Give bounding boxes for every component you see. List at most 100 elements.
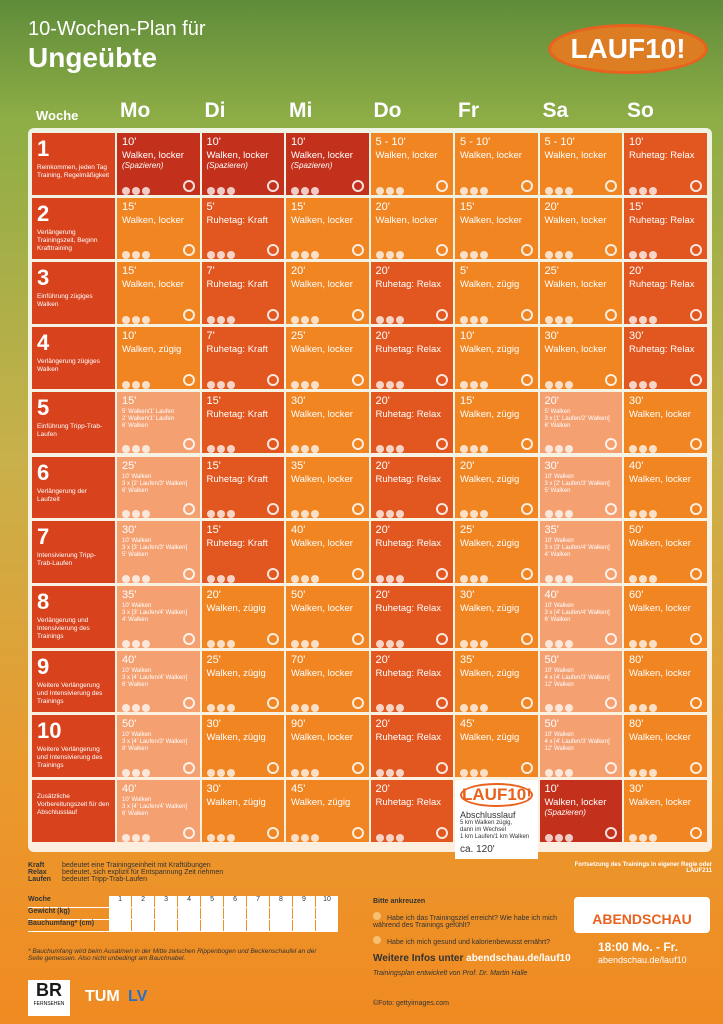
rating-icons [206, 373, 279, 389]
meal-icon [182, 761, 195, 774]
legend-def: bedeutet Tripp-Trab-Laufen [62, 876, 147, 883]
rating-icons [291, 632, 364, 648]
smiley [460, 510, 468, 519]
day-header: Di [204, 99, 226, 122]
tracking-cell[interactable] [132, 908, 155, 919]
day-header: Mo [120, 99, 151, 122]
meal-icon [436, 567, 448, 580]
rating-icons [375, 373, 448, 389]
tracking-cell[interactable] [293, 908, 315, 919]
tracking-cell[interactable] [270, 908, 292, 919]
tracking-cell[interactable] [178, 908, 201, 919]
smiley [460, 768, 468, 777]
smiley [311, 510, 319, 519]
final-title: Abschlusslauf [460, 810, 516, 820]
day-cell: 20' Ruhetag: Relax [370, 780, 453, 842]
smiley [395, 704, 404, 713]
meal-icon [605, 826, 617, 839]
smiley [480, 768, 488, 777]
smiley [564, 316, 573, 325]
tracking-cell[interactable] [247, 908, 270, 919]
tracking-cell[interactable] [155, 920, 178, 931]
smiley [470, 316, 478, 325]
tracking-cell[interactable] [201, 908, 224, 919]
day-cell: 50' 10' Walken 3 x [4' Laufen/3' Walken] 8'… [117, 715, 200, 777]
tracking-cell[interactable] [224, 908, 247, 919]
smiley [311, 316, 319, 325]
day-cell: 30' Walken, locker [624, 391, 707, 454]
duration: 25' [206, 653, 221, 666]
meal-icon [351, 567, 364, 580]
tracking-cell[interactable] [315, 920, 338, 931]
smiley [206, 833, 215, 842]
meal-icon [436, 309, 448, 322]
smiley [629, 833, 637, 842]
week-desc: Weitere Verlängerung und Intensivierung … [37, 746, 103, 770]
smiley [291, 316, 299, 325]
rating-icons [544, 761, 617, 777]
meal-icon [520, 244, 533, 257]
smiley [206, 251, 215, 260]
smiley [564, 639, 573, 648]
rating-icons [122, 632, 195, 648]
smiley [470, 510, 478, 519]
smiley [132, 445, 140, 454]
tracking-cell[interactable] [109, 920, 132, 931]
tracking-cell[interactable] [293, 920, 315, 931]
tracking-cell[interactable] [132, 920, 155, 931]
smiley [385, 251, 394, 260]
smiley [142, 768, 150, 777]
meal-icon [605, 179, 617, 192]
smiley [395, 510, 404, 519]
tracking-cell[interactable] [109, 908, 132, 919]
rating-icons [206, 438, 279, 454]
br-sub: FERNSEHEN [33, 1001, 65, 1007]
tracking-cell[interactable] [155, 908, 178, 919]
tracking-cell[interactable] [224, 920, 247, 931]
checklist-title: Bitte ankreuzen [373, 898, 426, 905]
rating-icons [544, 697, 617, 713]
day-cell: 15' Walken, locker [455, 197, 538, 260]
tracking-cell[interactable] [201, 920, 224, 931]
smiley [375, 574, 384, 583]
duration: 25' [122, 459, 137, 472]
interval-line: 10' Walken [122, 667, 152, 674]
duration: 20' [375, 459, 390, 472]
smiley [216, 251, 225, 260]
smiley [375, 445, 384, 454]
smiley [311, 833, 319, 842]
duration: 5 - 10' [460, 136, 491, 148]
interval-line: 3 x [3' Laufen/3' Walken] [122, 545, 188, 552]
activity: Ruhetag: Kraft [206, 344, 268, 356]
activity: Walken, locker [291, 538, 353, 550]
rating-icons [629, 179, 702, 195]
meal-icon [351, 697, 364, 710]
rating-icons [544, 438, 617, 454]
smiley [301, 639, 309, 648]
activity: Ruhetag: Relax [629, 279, 695, 291]
smiley [544, 380, 553, 389]
day-cell: 20' Ruhetag: Relax [370, 456, 453, 519]
week-header: Woche [36, 108, 79, 123]
duration: 30' [629, 394, 644, 407]
tracking-cell[interactable] [178, 920, 201, 931]
smiley [544, 833, 553, 842]
meal-icon [436, 373, 448, 386]
tracking-cell[interactable] [247, 920, 270, 931]
rating-icons [544, 373, 617, 389]
smiley [544, 251, 553, 260]
checklist-text: Habe ich das Trainingsziel erreicht? Wie… [373, 915, 558, 929]
tracking-cell[interactable] [315, 908, 338, 919]
meal-icon [605, 697, 617, 710]
meal-icon [520, 632, 533, 645]
tracking-cell[interactable] [270, 920, 292, 931]
smiley [544, 510, 553, 519]
activity: Walken, zügig [122, 344, 182, 356]
day-cell: 20' Walken, locker [539, 197, 622, 260]
tracking-row: Bauchumfang* (cm) [28, 920, 338, 932]
rating-icons [629, 761, 702, 777]
duration: 30' [122, 524, 137, 537]
smiley [291, 510, 299, 519]
activity: Walken, zügig [460, 602, 520, 614]
smiley [395, 316, 404, 325]
